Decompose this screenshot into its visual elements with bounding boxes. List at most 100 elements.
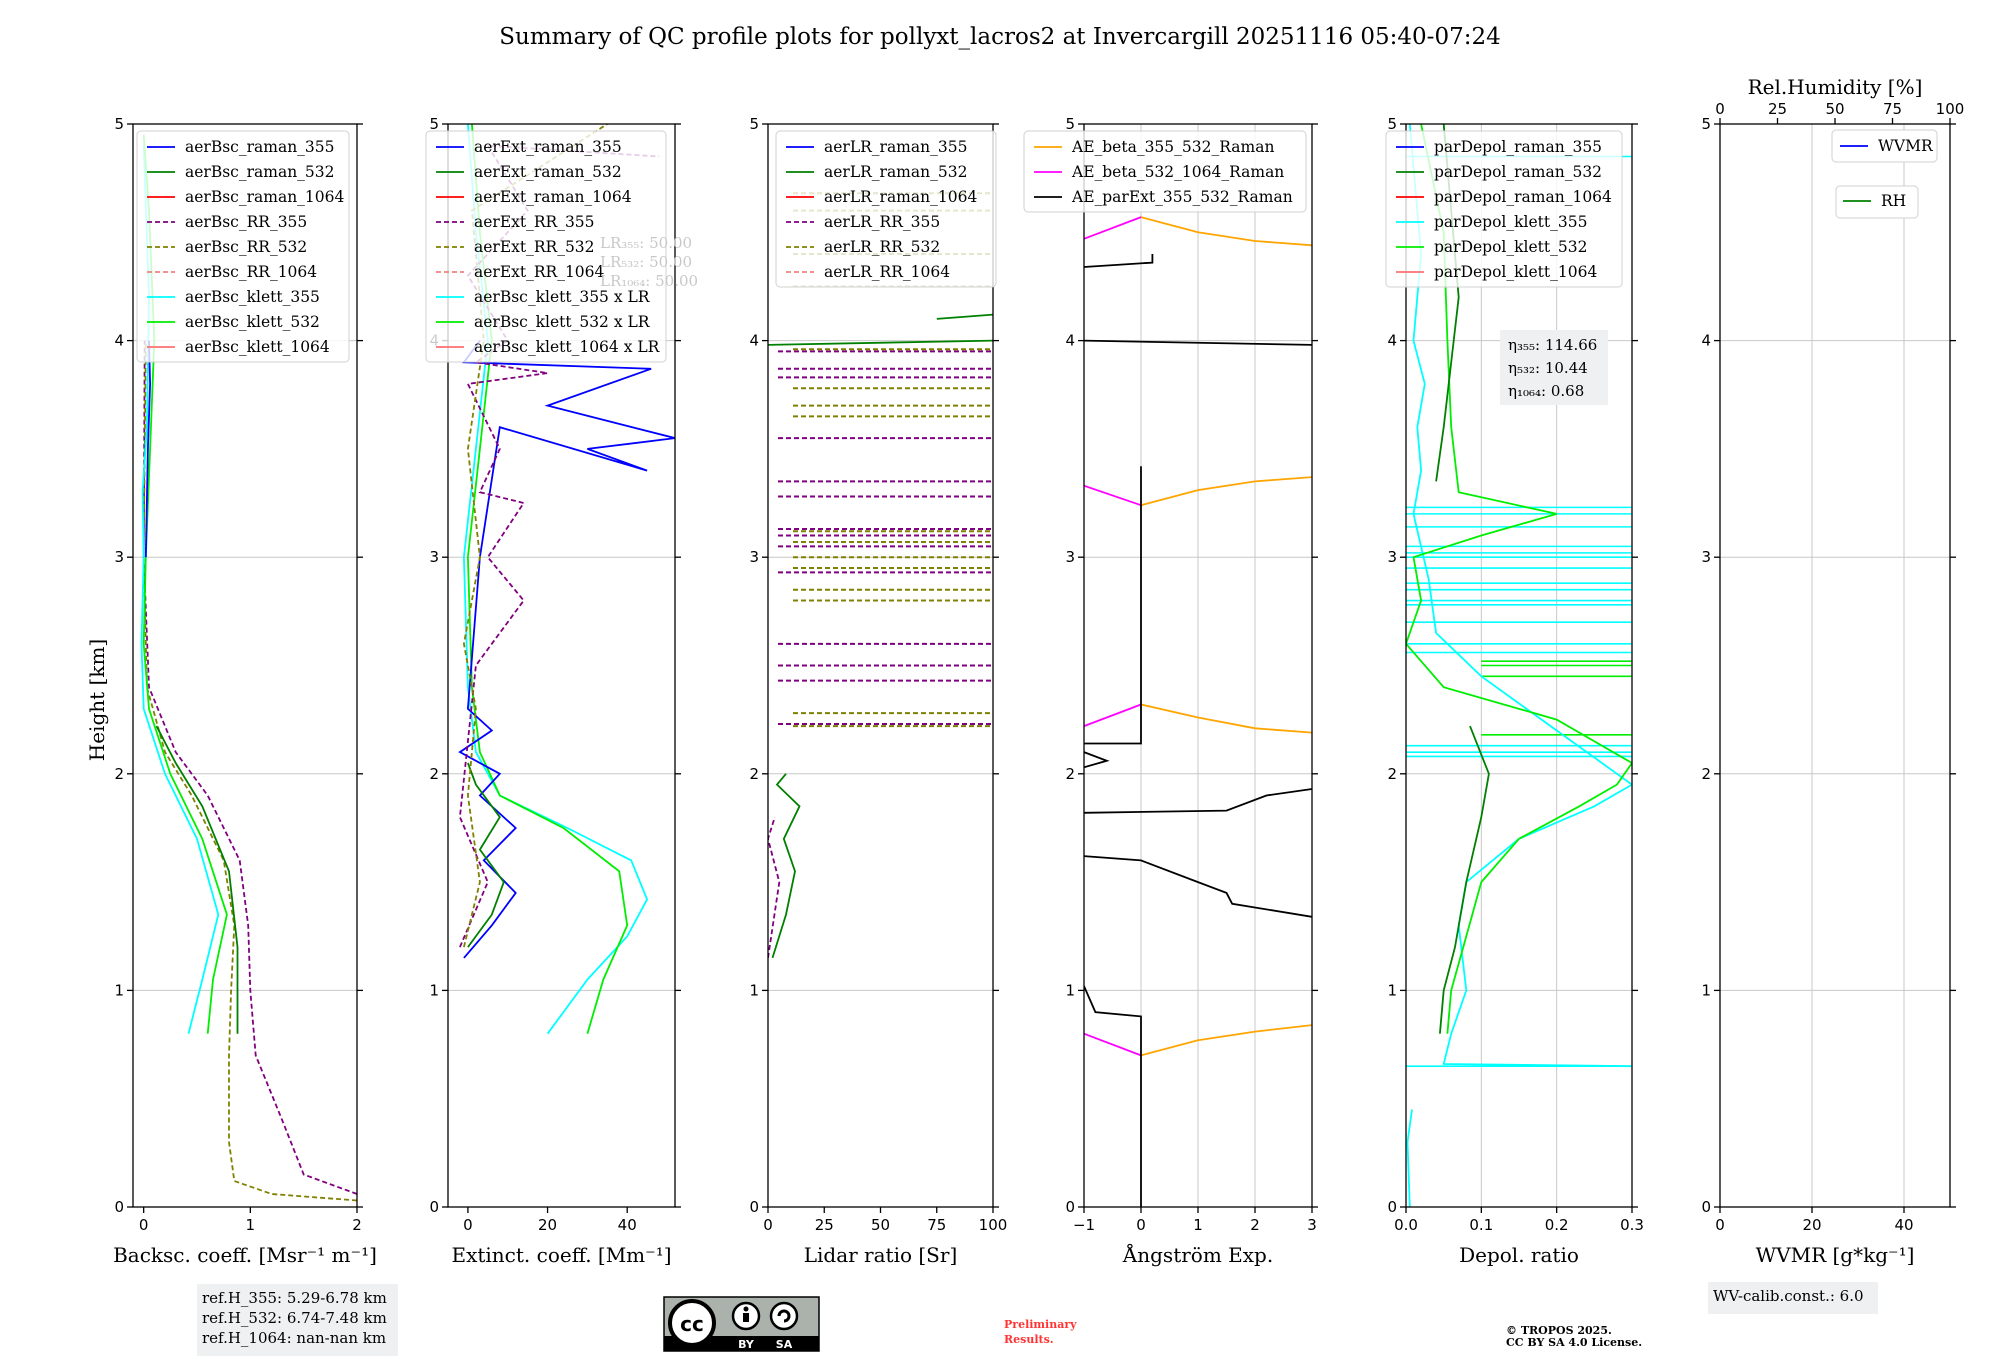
preliminary-line1: Preliminary: [1004, 1318, 1077, 1331]
info-box-bg: [197, 1284, 398, 1356]
legend-box: [775, 130, 997, 288]
legend-label: parDepol_raman_532: [1434, 163, 1602, 181]
series-AE_beta_355_532_Raman: [1140, 476, 1312, 507]
chart-title: Summary of QC profile plots for pollyxt_…: [499, 24, 1500, 50]
x-tick-label: 3: [1307, 1216, 1317, 1234]
legend-label: aerBsc_RR_1064: [185, 263, 317, 281]
legend-rh: RH: [1835, 185, 1919, 219]
info-box-line: WV-calib.const.: 6.0: [1713, 1287, 1864, 1305]
legend-label: aerBsc_klett_532: [185, 313, 320, 331]
panel-dep: 0 1 2 3 4 5 0.0 0.1 0.2 0.3 Depol. ratio parDepol_r…: [1385, 115, 1644, 1267]
series-AE_beta_532_1064_Raman: [1084, 1032, 1142, 1057]
y-tick-label: 2: [114, 765, 124, 783]
y-tick-label: 3: [1065, 548, 1075, 566]
axes-frame-dep: [1405, 123, 1633, 1208]
legend-box: [1385, 130, 1623, 288]
series-AE_beta_532_1064_Raman: [1084, 484, 1142, 507]
y-tick-label: 2: [429, 765, 439, 783]
cc-sa-label: SA: [776, 1338, 793, 1351]
top-tick-label: 0: [1715, 100, 1725, 118]
legend-box: [136, 130, 350, 363]
legend-label: parDepol_raman_355: [1434, 138, 1602, 156]
y-tick-label: 3: [1701, 548, 1711, 566]
y-tick-label: 5: [429, 115, 439, 133]
series-group-ae: [1084, 216, 1312, 1207]
legend-ext: aerExt_raman_355 aerExt_raman_532 aerExt_r…: [425, 130, 667, 363]
x-tick-label: 2: [1250, 1216, 1260, 1234]
x-tick-label: 50: [871, 1216, 890, 1234]
top-tick-label: 75: [1883, 100, 1902, 118]
legend-label: aerLR_raman_355: [824, 138, 967, 156]
eta-label: η₃₅₅: 114.66: [1508, 336, 1597, 354]
x-tick-label: 0: [463, 1216, 473, 1234]
x-tick-label: 0: [1136, 1216, 1146, 1234]
x-tick-label: 25: [815, 1216, 834, 1234]
y-tick-label: 3: [114, 548, 124, 566]
y-tick-label: 1: [1387, 981, 1397, 999]
legend-label: AE_beta_355_532_Raman: [1071, 138, 1274, 156]
series-parDepol_klett_355: [1408, 124, 1632, 1068]
legend-label: AE_beta_532_1064_Raman: [1071, 163, 1284, 181]
eta-label: η₅₃₂: 10.44: [1508, 359, 1588, 377]
y-tick-label: 1: [1065, 981, 1075, 999]
legend-label: aerBsc_raman_1064: [185, 188, 345, 206]
panel-bsc: 0 1 2 3 4 5 0 1 2 Backsc. coeff. [Msr⁻¹ m⁻¹] aerBs…: [113, 115, 398, 1356]
y-tick-label: 1: [429, 981, 439, 999]
legend-label: aerExt_RR_532: [474, 238, 595, 256]
x-tick-label: 0.3: [1620, 1216, 1644, 1234]
series-AE_parExt_355_532_Raman: [1084, 254, 1154, 268]
legend-bsc: aerBsc_raman_355 aerBsc_raman_532 aerBsc_r…: [136, 130, 350, 363]
y-tick-label: 2: [1701, 765, 1711, 783]
legend-box: [1831, 129, 1938, 163]
series-AE_beta_355_532_Raman: [1140, 216, 1312, 247]
legend-label: aerBsc_raman_355: [185, 138, 335, 156]
lr-note: LR₃₅₅: 50.00: [600, 234, 692, 252]
series-AE_parExt_355_532_Raman: [1084, 985, 1142, 1207]
eta-box: η₃₅₅: 114.66 η₅₃₂: 10.44 η₁₀₆₄: 0.68: [1500, 330, 1608, 405]
lr-note: LR₁₀₆₄: 50.00: [600, 272, 698, 290]
series-aerExt_raman_532: [467, 762, 505, 948]
legend-label: parDepol_klett_1064: [1434, 263, 1597, 281]
share-alike-icon: [769, 1301, 799, 1331]
info-box-bg: [1708, 1282, 1878, 1314]
legend-label: aerBsc_RR_355: [185, 213, 307, 231]
y-tick-label: 0: [114, 1198, 124, 1216]
top-tick-label: 50: [1825, 100, 1844, 118]
x-tick-label: 100: [979, 1216, 1008, 1234]
preliminary-line2: Results.: [1004, 1333, 1054, 1346]
y-tick-label: 3: [1387, 548, 1397, 566]
series-aerBsc_RR_532: [142, 340, 357, 1202]
x-axis-label-ae: Ångström Exp.: [1122, 1242, 1273, 1267]
x-tick-label: 1: [246, 1216, 256, 1234]
x-axis-label-dep: Depol. ratio: [1459, 1243, 1579, 1267]
cc-license-logo: cc BY SA: [663, 1296, 820, 1352]
y-tick-label: 5: [1701, 115, 1711, 133]
y-tick-label: 3: [749, 548, 759, 566]
legend-label: aerBsc_raman_532: [185, 163, 335, 181]
lr-note: LR₅₃₂: 50.00: [600, 253, 692, 271]
legend-label: aerBsc_RR_532: [185, 238, 307, 256]
x-tick-label: 0.1: [1469, 1216, 1493, 1234]
legend-label: aerExt_raman_355: [474, 138, 622, 156]
legend-label: aerExt_raman_1064: [474, 188, 632, 206]
series-AE_parExt_355_532_Raman: [1084, 466, 1142, 745]
legend-label: aerBsc_klett_532 x LR: [474, 313, 651, 331]
series-aerBsc_RR_355: [142, 340, 357, 1195]
x-axis-label-wv: WVMR [g*kg⁻¹]: [1756, 1243, 1915, 1267]
series-parDepol_klett_355: [1406, 1109, 1413, 1207]
series-aerExt_raman_355: [458, 340, 675, 959]
info-box-line: ref.H_355: 5.29-6.78 km: [202, 1289, 387, 1307]
y-tick-label: 4: [749, 332, 759, 350]
legend-label: aerLR_RR_355: [824, 213, 940, 231]
y-tick-label: 4: [1701, 332, 1711, 350]
series-AE_parExt_355_532_Raman: [1084, 751, 1110, 769]
legend-label: RH: [1881, 192, 1906, 210]
y-tick-label: 5: [1387, 115, 1397, 133]
legend-label: parDepol_klett_355: [1434, 213, 1587, 231]
legend-label: aerLR_raman_1064: [824, 188, 977, 206]
y-tick-label: 4: [1065, 332, 1075, 350]
